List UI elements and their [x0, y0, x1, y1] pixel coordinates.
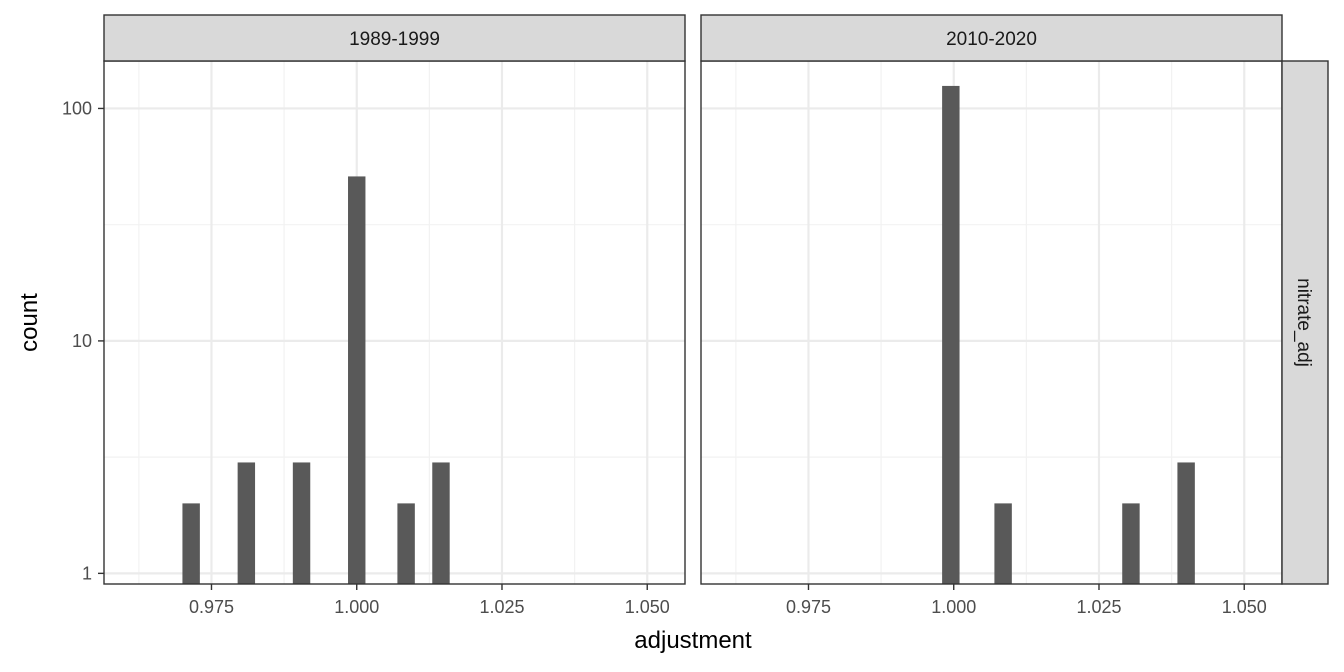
histogram-bar [182, 503, 200, 584]
panel-2-strip-background [700, 14, 1283, 62]
panel-1-background [104, 61, 685, 584]
y-tick-label: 10 [72, 331, 92, 351]
x-tick-label: 1.025 [1076, 597, 1121, 617]
x-tick-label: 1.000 [334, 597, 379, 617]
panel-1-x-axis: 0.975 1.000 1.025 1.050 [189, 584, 670, 617]
y-axis-title: count [16, 293, 43, 352]
panel-1-strip-background [103, 14, 686, 62]
x-tick-label: 1.050 [1222, 597, 1267, 617]
x-tick-label: 1.000 [931, 597, 976, 617]
x-tick-label: 0.975 [786, 597, 831, 617]
x-axis-title: adjustment [634, 627, 752, 654]
panel-1-bars [182, 176, 450, 585]
histogram-bar [1122, 503, 1140, 584]
panel-2-x-axis: 0.975 1.000 1.025 1.050 [786, 584, 1267, 617]
x-tick-label: 1.050 [625, 597, 670, 617]
panel-1-strip-label: 1989-1999 [349, 29, 440, 50]
histogram-bar [942, 85, 960, 584]
panel-2-strip-label: 2010-2020 [946, 29, 1037, 50]
row-strip-background [1281, 60, 1329, 585]
histogram-bar [994, 503, 1012, 584]
histogram-bar [237, 462, 256, 584]
histogram-bar [292, 462, 311, 584]
histogram-bar [432, 462, 450, 584]
y-tick-label: 100 [62, 98, 92, 118]
histogram-bar [1177, 462, 1195, 584]
x-tick-label: 1.025 [479, 597, 524, 617]
panel-2-bars [942, 85, 1195, 584]
panel-2010-2020: 2010-2020 0.975 1.000 1.025 1.050 [700, 14, 1283, 617]
y-tick-label: 1 [82, 563, 92, 583]
histogram-bar [397, 503, 415, 584]
x-tick-label: 0.975 [189, 597, 234, 617]
panel-1989-1999: 1989-1999 0.975 1.000 1.025 1.050 [103, 14, 686, 617]
row-strip-label: nitrate_adj [1293, 278, 1314, 367]
y-axis: 1 10 100 [62, 98, 104, 583]
panel-1-grid [104, 61, 685, 584]
row-strip: nitrate_adj [1281, 60, 1329, 585]
histogram-bar [348, 176, 366, 585]
